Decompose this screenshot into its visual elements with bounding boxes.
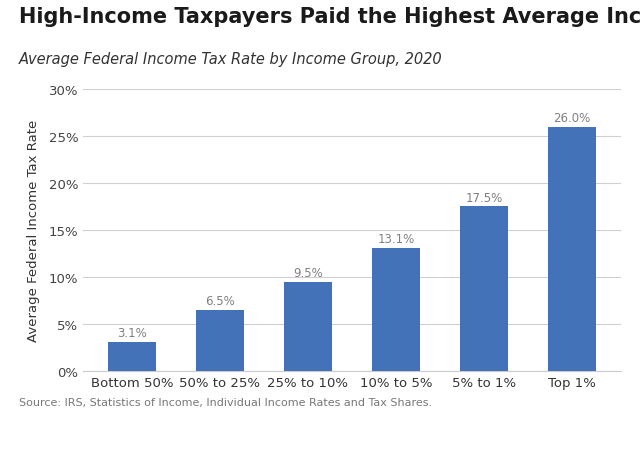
Text: 9.5%: 9.5% (293, 266, 323, 279)
Bar (548, 127, 596, 371)
Text: 6.5%: 6.5% (205, 295, 235, 307)
Text: 17.5%: 17.5% (465, 191, 502, 204)
Text: TAX FOUNDATION: TAX FOUNDATION (10, 428, 148, 442)
Bar (284, 282, 332, 371)
Text: @TaxFoundation: @TaxFoundation (516, 428, 630, 442)
Bar (372, 248, 420, 371)
Text: 13.1%: 13.1% (378, 232, 415, 245)
Bar (460, 207, 508, 371)
Text: Average Federal Income Tax Rate by Income Group, 2020: Average Federal Income Tax Rate by Incom… (19, 52, 443, 67)
Y-axis label: Average Federal Income Tax Rate: Average Federal Income Tax Rate (28, 120, 40, 341)
Text: 3.1%: 3.1% (117, 326, 147, 339)
Text: 26.0%: 26.0% (554, 111, 591, 124)
Text: High-Income Taxpayers Paid the Highest Average Income Tax Rates: High-Income Taxpayers Paid the Highest A… (19, 7, 640, 27)
Bar (108, 342, 156, 371)
Bar (196, 310, 244, 371)
Text: Source: IRS, Statistics of Income, Individual Income Rates and Tax Shares.: Source: IRS, Statistics of Income, Indiv… (19, 398, 433, 408)
